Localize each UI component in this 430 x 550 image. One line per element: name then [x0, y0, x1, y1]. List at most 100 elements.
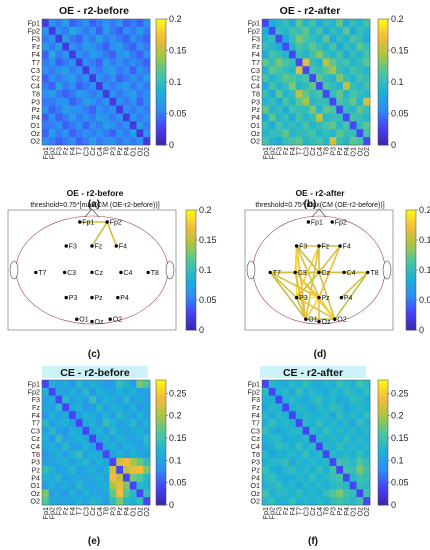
heatmap-cell — [42, 403, 50, 412]
heatmap-cell — [343, 419, 351, 428]
heatmap-cell — [309, 34, 317, 43]
heatmap-cell — [363, 74, 371, 83]
colorbar-segment — [156, 497, 166, 501]
heatmap-cell — [96, 450, 104, 459]
heatmap-cell — [82, 426, 90, 435]
x-tick-label: C3 — [301, 147, 310, 156]
heatmap-cell — [275, 426, 283, 435]
colorbar-segment — [406, 282, 416, 286]
heatmap-cell — [275, 419, 283, 428]
heatmap-cell — [116, 465, 124, 475]
connection-edge — [304, 296, 320, 321]
colorbar-segment — [156, 442, 166, 446]
heatmap-cell — [123, 82, 131, 91]
y-tick-label: C3 — [251, 66, 260, 75]
colorbar-frame — [377, 379, 389, 506]
heatmap-cell — [349, 426, 357, 435]
heatmap-cell — [363, 82, 371, 91]
heatmap-cell — [82, 34, 90, 43]
heatmap-cell — [262, 42, 270, 51]
heatmap-cell — [62, 137, 70, 146]
heatmap-cell — [48, 465, 56, 475]
heatmap-cell — [295, 105, 303, 114]
heatmap-cell — [336, 395, 344, 404]
heatmap-cell — [75, 105, 83, 114]
heatmap-cell — [289, 121, 297, 130]
electrode-marker — [108, 317, 112, 321]
x-tick-label: P4 — [122, 147, 131, 156]
heatmap-cell — [96, 481, 104, 490]
heatmap-cell — [129, 419, 137, 428]
heatmap-cell — [96, 89, 104, 99]
x-tick-label: O2 — [142, 507, 151, 517]
heatmap-cell — [268, 89, 276, 99]
heatmap-cell — [96, 434, 104, 443]
heatmap-cell — [343, 74, 351, 83]
x-tick-label: Fp2 — [48, 147, 57, 159]
heatmap-cell — [143, 489, 151, 498]
heatmap-cell — [109, 387, 117, 396]
heatmap-cell — [129, 66, 137, 75]
x-tick-label: Fz — [61, 507, 70, 515]
heatmap-cell — [62, 50, 70, 59]
heatmap-cell — [295, 442, 303, 451]
heatmap-cell — [48, 89, 56, 99]
colorbar-segment — [378, 129, 388, 133]
colorbar-segment — [378, 463, 388, 467]
panel-a-oe-before-heatmap: OE - r2-before Fp1Fp2F3FzF4T7C3CzC4T8P3P… — [28, 5, 187, 210]
panel-f-matrix — [261, 379, 371, 506]
heatmap-cell — [129, 82, 137, 91]
heatmap-cell — [75, 458, 83, 467]
y-tick-label: T8 — [252, 450, 260, 459]
heatmap-cell — [136, 481, 144, 490]
heatmap-cell — [116, 121, 124, 130]
heatmap-cell — [123, 411, 131, 420]
heatmap-cell — [42, 74, 50, 83]
y-tick-label: O2 — [30, 497, 40, 506]
heatmap-cell — [62, 450, 70, 459]
heatmap-cell — [96, 105, 104, 114]
panel-b-matrix — [261, 18, 371, 146]
colorbar-segment — [378, 21, 388, 25]
y-tick-label: Pz — [252, 105, 261, 114]
heatmap-cell — [123, 121, 131, 130]
heatmap-cell — [289, 465, 297, 475]
heatmap-cell — [268, 121, 276, 130]
heatmap-cell — [356, 97, 364, 106]
x-tick-label: P3 — [108, 507, 117, 516]
heatmap-cell — [322, 26, 330, 36]
y-tick-label: P4 — [31, 113, 40, 122]
heatmap-cell — [42, 450, 50, 459]
heatmap-cell — [109, 26, 117, 36]
heatmap-cell — [55, 74, 63, 83]
heatmap-cell — [275, 89, 283, 99]
heatmap-cell — [116, 426, 124, 435]
heatmap-cell — [129, 458, 137, 467]
colorbar-segment — [156, 408, 166, 412]
heatmap-cell — [349, 34, 357, 43]
heatmap-cell — [309, 82, 317, 91]
heatmap-cell — [102, 426, 110, 435]
colorbar-segment — [186, 262, 196, 266]
y-tick-label: Fp1 — [28, 19, 40, 28]
heatmap-cell — [336, 497, 344, 506]
heatmap-cell — [322, 74, 330, 83]
heatmap-cell — [316, 426, 324, 435]
colorbar-segment — [378, 116, 388, 120]
heatmap-cell — [343, 121, 351, 130]
heatmap-cell — [289, 97, 297, 106]
colorbar-segment — [378, 382, 388, 386]
heatmap-cell — [48, 473, 56, 482]
heatmap-cell — [349, 481, 357, 490]
heatmap-cell — [322, 442, 330, 451]
heatmap-cell — [55, 137, 63, 146]
heatmap-cell — [322, 473, 330, 482]
heatmap-cell — [302, 380, 310, 389]
heatmap-cell — [82, 419, 90, 428]
heatmap-cell — [329, 465, 337, 475]
heatmap-cell — [295, 97, 303, 106]
heatmap-cell — [275, 121, 283, 130]
colorbar-segment — [186, 327, 196, 331]
heatmap-cell — [295, 497, 303, 506]
heatmap-cell — [356, 442, 364, 451]
